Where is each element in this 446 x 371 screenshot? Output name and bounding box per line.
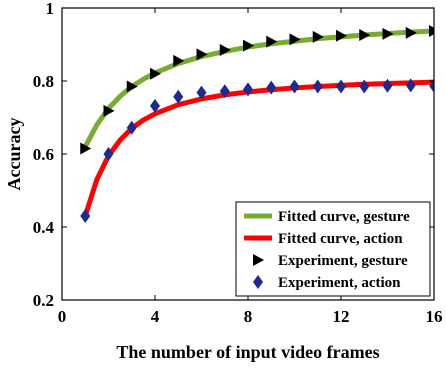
data-point (80, 209, 91, 224)
data-point (289, 79, 300, 94)
x-axis-label: The number of input video frames (116, 342, 379, 362)
data-point (405, 78, 416, 93)
legend-label: Experiment, action (278, 275, 401, 291)
legend-item: Fitted curve, gesture (244, 209, 410, 225)
data-point (312, 79, 323, 94)
data-point (429, 78, 434, 93)
data-point (336, 29, 347, 42)
data-point (243, 82, 253, 97)
data-point (382, 27, 394, 40)
legend-label: Fitted curve, action (278, 231, 403, 247)
series-1 (82, 79, 434, 219)
data-point (173, 89, 184, 104)
y-tick-label: 0.4 (33, 218, 55, 237)
data-point (150, 67, 161, 80)
data-point (312, 30, 324, 43)
y-tick-label: 1 (46, 0, 55, 18)
data-point (382, 78, 393, 93)
legend-label: Fitted curve, gesture (278, 209, 410, 225)
legend-marker-swatch (253, 275, 263, 289)
data-point (266, 35, 278, 48)
data-point (103, 147, 114, 161)
y-tick-label: 0.2 (33, 291, 54, 310)
legend-label: Experiment, gesture (278, 253, 408, 269)
data-point (196, 85, 207, 100)
legend-item: Experiment, gesture (253, 253, 408, 269)
series-2 (80, 24, 434, 155)
data-point (289, 33, 301, 46)
legend-item: Experiment, action (253, 275, 401, 291)
data-point (359, 29, 371, 42)
x-tick-label: 12 (333, 307, 350, 326)
legend: Fitted curve, gesture Fitted curve, actio… (235, 201, 431, 297)
legend-marker-swatch (253, 254, 264, 266)
plot-area (80, 24, 434, 224)
data-point (359, 79, 370, 94)
axes: 0 4 8 12 16 0.2 0.4 0.6 0.8 1 (33, 0, 443, 326)
data-point (243, 39, 254, 52)
data-point (429, 24, 434, 37)
data-point (126, 120, 137, 135)
x-tick-label: 4 (151, 307, 160, 326)
legend-item: Fitted curve, action (244, 231, 403, 247)
y-tick-label: 0.6 (33, 145, 54, 164)
series-line (82, 79, 434, 219)
data-point (219, 43, 231, 56)
y-axis-label: Accuracy (4, 118, 24, 191)
series-3 (80, 78, 434, 224)
data-point (126, 80, 138, 93)
x-tick-label: 16 (426, 307, 443, 326)
x-tick-label: 0 (58, 307, 67, 326)
data-point (405, 26, 417, 39)
data-point (173, 54, 185, 67)
data-point (103, 104, 115, 117)
data-point (150, 98, 160, 113)
x-tick-label: 8 (244, 307, 253, 326)
data-point (266, 80, 277, 95)
data-point (80, 142, 92, 155)
y-tick-label: 0.8 (33, 72, 54, 91)
data-point (219, 84, 230, 99)
data-point (336, 79, 346, 94)
data-point (196, 48, 208, 61)
